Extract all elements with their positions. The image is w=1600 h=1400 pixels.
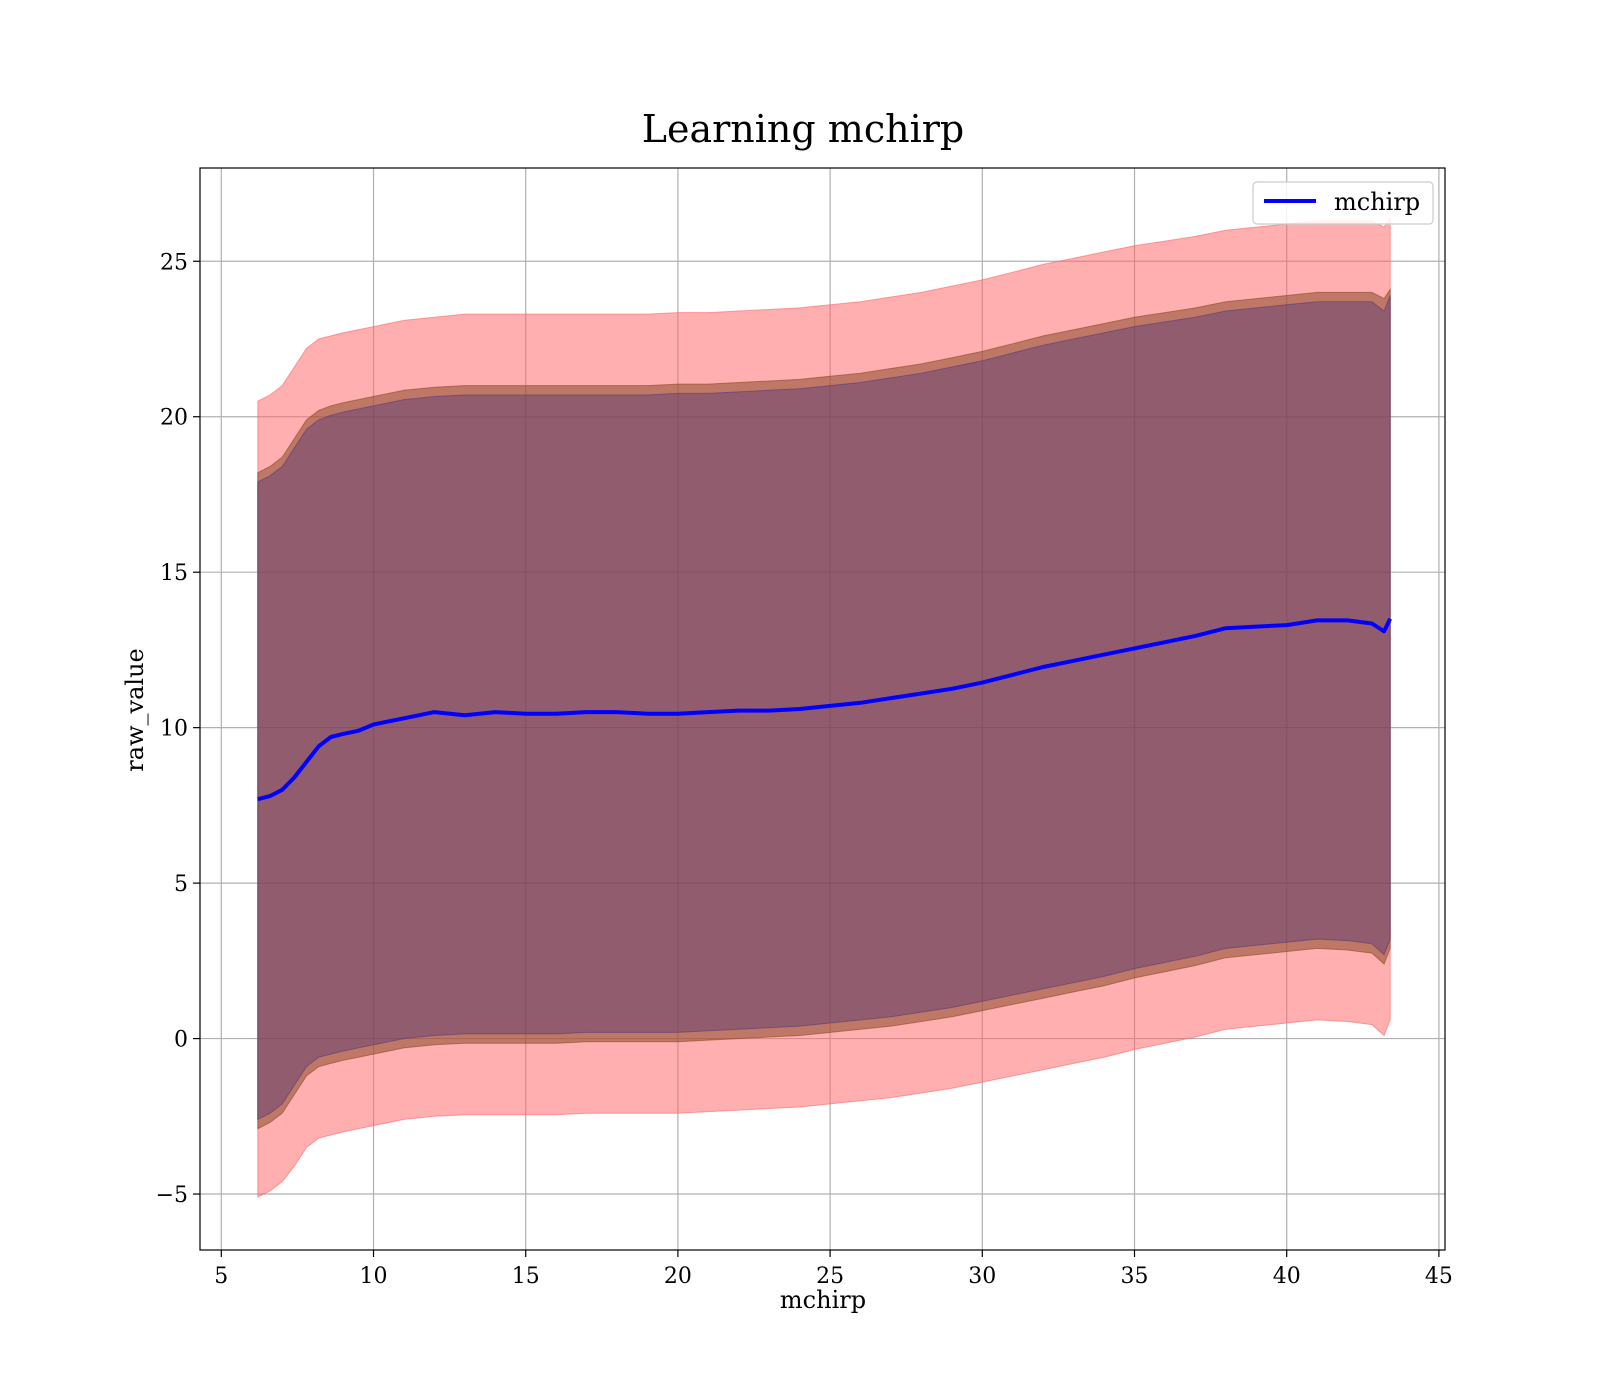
y-tick-label: 5 [174,872,188,897]
confidence-band-2 [257,287,1391,1130]
series-lines [257,617,1392,802]
x-tick-label: 5 [214,1264,228,1289]
plot-frame [199,167,1446,1251]
x-tick-label: 40 [1273,1264,1301,1289]
x-tick-label: 10 [360,1264,388,1289]
legend-label-mchirp: mchirp [1334,188,1420,216]
y-tick-label: 10 [160,717,188,742]
x-axis-label: mchirp [780,1286,866,1314]
y-tick-label: −5 [156,1183,188,1208]
y-tick-label: 15 [160,561,188,586]
x-tick-label: 20 [664,1264,692,1289]
series-line-mchirp [257,617,1392,802]
x-tick-label: 35 [1121,1264,1149,1289]
legend: mchirp [1252,181,1434,225]
x-tick-label: 45 [1425,1264,1453,1289]
y-tick-label: 20 [160,406,188,431]
x-tick-label: 15 [512,1264,540,1289]
x-tick-label: 30 [968,1264,996,1289]
y-axis-label: raw_value [121,648,149,772]
y-tick-label: 25 [160,250,188,275]
legend-box [1252,181,1434,225]
chart-title: Learning mchirp [642,107,964,151]
y-tick-label: 0 [174,1028,188,1053]
axis-ticks: 5 10 15 20 25 30 35 40 45 −5 0 5 10 15 20 25 [156,250,1453,1289]
x-tick-label: 25 [816,1264,844,1289]
